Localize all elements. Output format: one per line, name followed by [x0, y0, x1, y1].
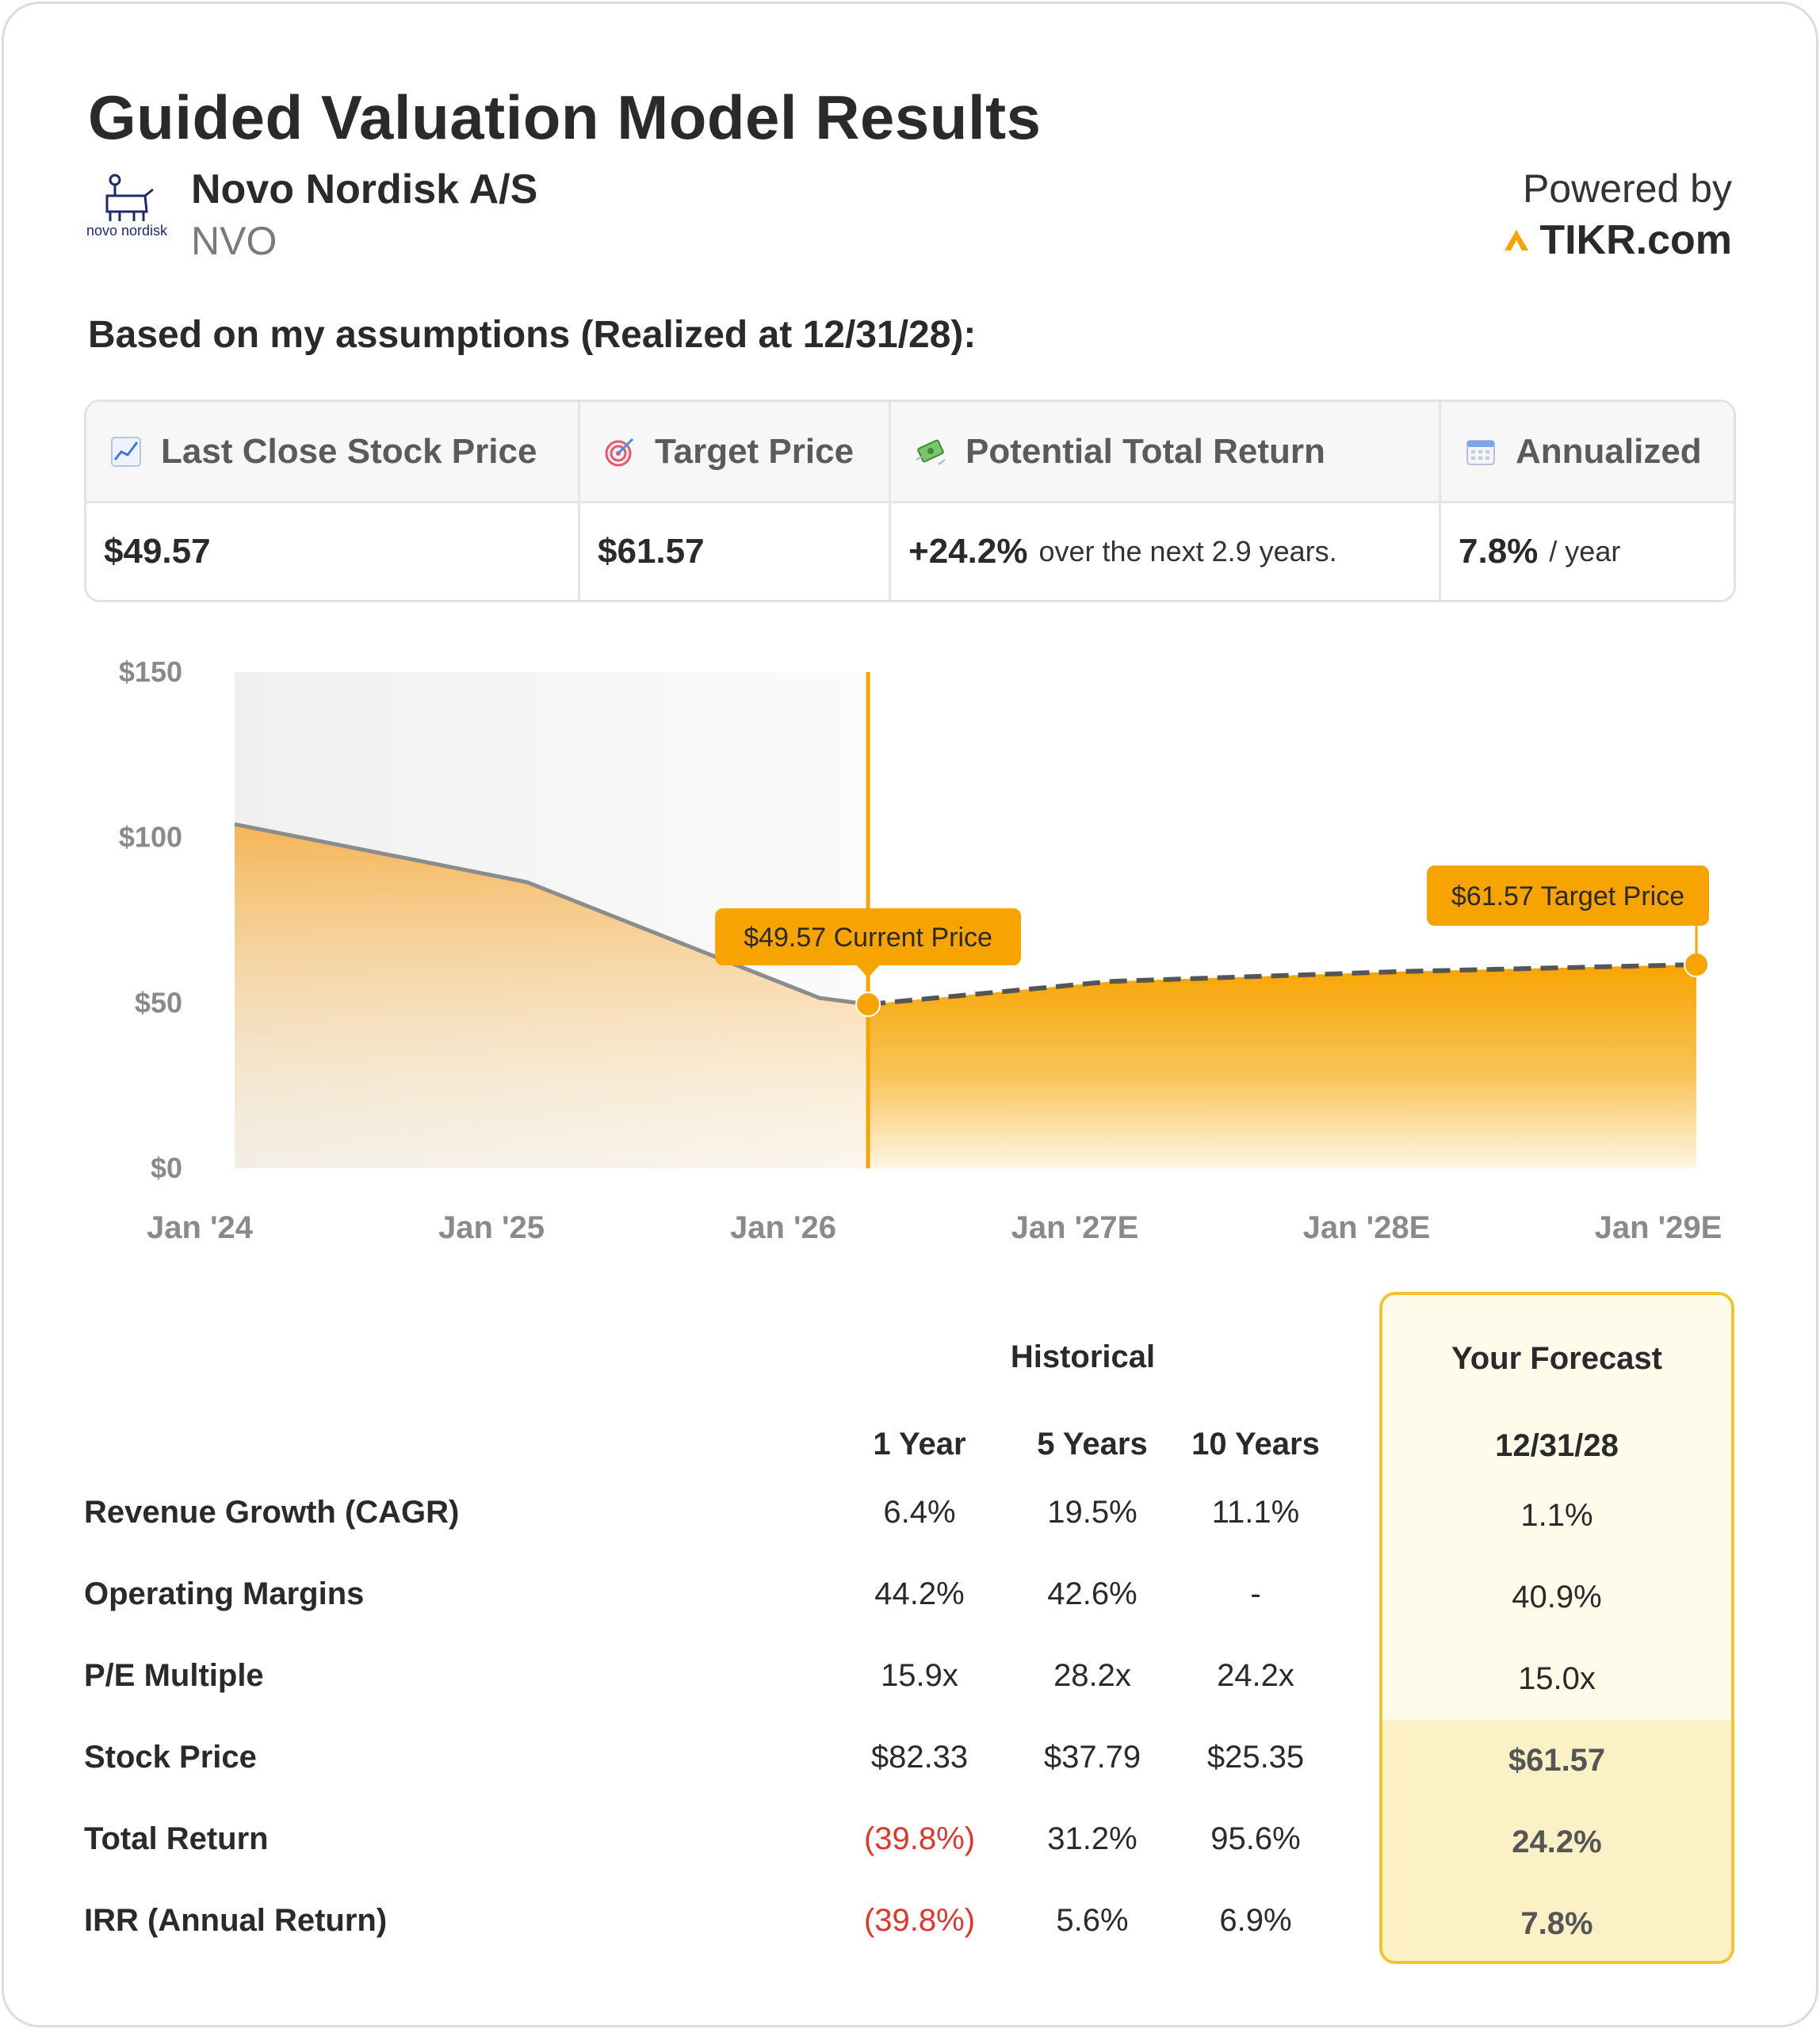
metric-value: 6.4% [883, 1495, 956, 1530]
tikr-logo-icon [1505, 230, 1529, 250]
y-tick-label: $100 [119, 821, 182, 854]
header-target-price: Target Price [578, 402, 889, 503]
tikr-brand-text: TIKR.com [1539, 217, 1732, 263]
metric-value: 42.6% [1047, 1576, 1138, 1611]
historical-area [235, 823, 869, 1168]
forecast-area [868, 965, 1696, 1168]
target-price-label: $61.57 Target Price [1451, 881, 1684, 911]
company-ticker: NVO [191, 219, 277, 263]
last-close-value: $49.57 [104, 532, 211, 571]
historical-heading: Historical [1010, 1339, 1156, 1374]
header-annualized-label: Annualized [1516, 431, 1702, 471]
x-tick-label: Jan '27E [1011, 1210, 1139, 1245]
forecast-value: 24.2% [1512, 1825, 1602, 1859]
y-tick-label: $50 [135, 986, 182, 1018]
annualized-value: 7.8% [1459, 532, 1539, 571]
target-price-callout [1427, 865, 1709, 926]
current-price-label: $49.57 Current Price [744, 923, 992, 953]
metric-value: 44.2% [874, 1576, 965, 1611]
x-tick-label: Jan '25 [438, 1210, 545, 1245]
forecast-value: 15.0x [1518, 1661, 1596, 1696]
header-last-close: Last Close Stock Price [86, 402, 578, 503]
annualized-cell: 7.8% / year [1439, 503, 1734, 600]
metric-label: Operating Margins [84, 1576, 365, 1611]
metric-value: 6.9% [1219, 1903, 1292, 1938]
money-wings-icon [913, 434, 948, 469]
annualized-note: / year [1549, 535, 1621, 567]
metric-label: Stock Price [84, 1740, 257, 1775]
x-tick-label: Jan '29E [1595, 1210, 1722, 1245]
metric-value: 11.1% [1211, 1495, 1300, 1530]
powered-by-label: Powered by [1522, 166, 1732, 211]
metric-label: Total Return [84, 1821, 269, 1856]
metric-value: 19.5% [1047, 1495, 1138, 1530]
y-tick-label: $150 [119, 655, 182, 688]
header-total-return-label: Potential Total Return [965, 431, 1325, 471]
metric-value: $25.35 [1206, 1740, 1305, 1775]
metric-value: 95.6% [1210, 1821, 1301, 1856]
forecast-panel [1379, 1292, 1734, 1964]
total-return-note: over the next 2.9 years. [1038, 535, 1337, 567]
header-annualized: Annualized [1439, 402, 1734, 503]
company-logo: novo nordisk [86, 174, 168, 239]
total-return-cell: +24.2% over the next 2.9 years. [889, 503, 1439, 600]
total-return-value: +24.2% [908, 532, 1028, 571]
forecast-value: 40.9% [1512, 1580, 1602, 1614]
page-title: Guided Valuation Model Results [88, 82, 1042, 152]
header-total-return: Potential Total Return [889, 402, 1439, 503]
chart-increasing-icon [109, 434, 143, 469]
metric-label: P/E Multiple [84, 1658, 264, 1693]
forecast-value: $61.57 [1508, 1743, 1606, 1778]
forecast-value: 1.1% [1520, 1498, 1593, 1533]
current-price-callout-pointer [857, 965, 880, 978]
historical-line [234, 822, 869, 1007]
metric-value: - [1250, 1576, 1261, 1611]
metric-value: (39.8%) [863, 1821, 976, 1856]
x-tick-label: Jan '28E [1303, 1210, 1431, 1245]
current-price-point [855, 992, 881, 1018]
assumptions-heading: Based on my assumptions (Realized at 12/… [88, 314, 977, 356]
forecast-line [867, 962, 1697, 1007]
metric-value: 15.9x [881, 1658, 958, 1693]
metric-label: Revenue Growth (CAGR) [84, 1495, 460, 1530]
svg-text:novo nordisk: novo nordisk [86, 223, 168, 239]
target-price-value: $61.57 [578, 503, 889, 600]
col-1-year: 1 Year [873, 1427, 966, 1462]
x-tick-label: Jan '26 [730, 1210, 836, 1245]
x-tick-label: Jan '24 [147, 1210, 254, 1245]
metric-value: 5.6% [1056, 1903, 1129, 1938]
metric-value: 28.2x [1053, 1658, 1131, 1693]
forecast-heading: Your Forecast [1451, 1341, 1662, 1376]
metric-value: $82.33 [870, 1740, 969, 1775]
metric-label: IRR (Annual Return) [84, 1903, 388, 1938]
header-last-close-label: Last Close Stock Price [161, 431, 537, 471]
col-5-years: 5 Years [1037, 1427, 1148, 1462]
target-icon [602, 434, 637, 469]
calendar-icon [1463, 434, 1498, 469]
summary-table: Last Close Stock Price Target Price Pote… [84, 399, 1736, 602]
col-forecast-date: 12/31/28 [1495, 1428, 1619, 1463]
col-10-years: 10 Years [1191, 1427, 1320, 1462]
company-name: Novo Nordisk A/S [191, 166, 538, 212]
header-target-price-label: Target Price [655, 431, 855, 471]
tikr-brand[interactable]: TIKR.com [1503, 216, 1732, 264]
current-price-callout [715, 908, 1022, 965]
forecast-result-highlight [1382, 1720, 1731, 1961]
price-chart: $150 $100 $50 $0 Jan '24 Jan '25 Jan '26 Jan '2… [119, 655, 1722, 1245]
metric-value: 24.2x [1217, 1658, 1294, 1693]
y-tick-label: $0 [151, 1152, 182, 1184]
metric-value: 31.2% [1047, 1821, 1138, 1856]
metric-value: $37.79 [1043, 1740, 1141, 1775]
metric-value: (39.8%) [863, 1903, 976, 1938]
forecast-value: 7.8% [1520, 1906, 1593, 1941]
